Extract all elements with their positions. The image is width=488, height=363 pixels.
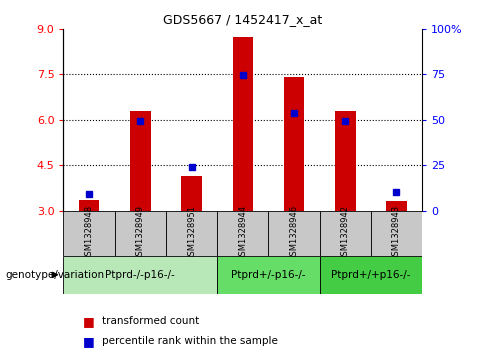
Text: GSM1328943: GSM1328943	[392, 205, 401, 261]
Bar	[217, 211, 268, 256]
Bar	[182, 176, 202, 211]
Bar	[166, 211, 217, 256]
Text: genotype/variation: genotype/variation	[5, 270, 104, 280]
Text: GSM1328951: GSM1328951	[187, 205, 196, 261]
Bar	[130, 111, 151, 211]
Text: GSM1328944: GSM1328944	[238, 205, 247, 261]
Text: Ptprd-/-p16-/-: Ptprd-/-p16-/-	[105, 270, 175, 280]
Bar	[115, 211, 166, 256]
Text: transformed count: transformed count	[102, 316, 200, 326]
Bar	[63, 211, 115, 256]
Bar	[320, 256, 422, 294]
Bar	[233, 37, 253, 211]
Text: ■: ■	[83, 335, 95, 348]
Bar	[63, 256, 217, 294]
Text: Ptprd+/-p16-/-: Ptprd+/-p16-/-	[231, 270, 305, 280]
Bar	[79, 200, 100, 211]
Text: GSM1328942: GSM1328942	[341, 205, 350, 261]
Text: percentile rank within the sample: percentile rank within the sample	[102, 336, 278, 346]
Bar	[217, 256, 320, 294]
Text: GSM1328946: GSM1328946	[289, 205, 299, 261]
Title: GDS5667 / 1452417_x_at: GDS5667 / 1452417_x_at	[163, 13, 323, 26]
Text: Ptprd+/+p16-/-: Ptprd+/+p16-/-	[331, 270, 410, 280]
Polygon shape	[52, 272, 58, 277]
Bar	[371, 211, 422, 256]
Bar	[320, 211, 371, 256]
Text: GSM1328949: GSM1328949	[136, 205, 145, 261]
Bar	[386, 201, 407, 211]
Text: ■: ■	[83, 315, 95, 328]
Bar	[268, 211, 320, 256]
Text: GSM1328948: GSM1328948	[84, 205, 94, 261]
Bar	[335, 111, 356, 211]
Bar	[284, 77, 305, 211]
